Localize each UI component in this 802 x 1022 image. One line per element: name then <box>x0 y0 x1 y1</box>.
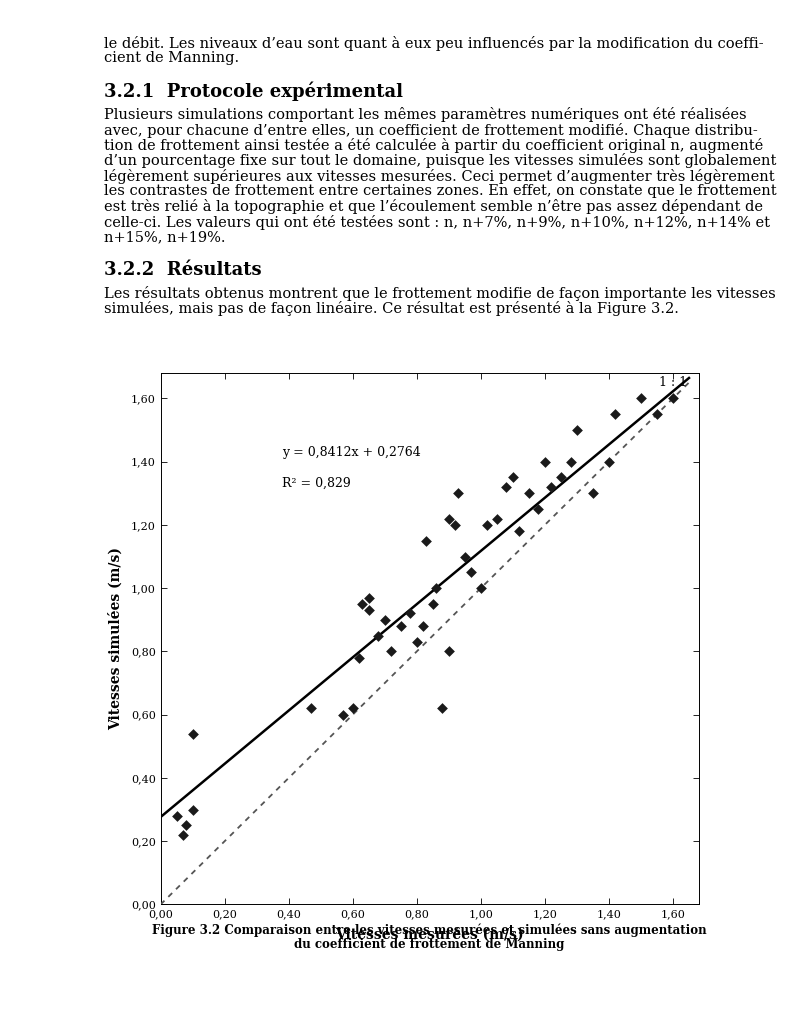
Point <box>410 634 423 650</box>
Text: n+15%, n+19%.: n+15%, n+19%. <box>104 230 225 244</box>
Point <box>355 596 368 612</box>
Point <box>563 454 576 470</box>
Point <box>512 523 525 540</box>
Point <box>634 390 646 407</box>
Point <box>362 590 375 606</box>
Point <box>346 700 358 716</box>
Point <box>426 596 439 612</box>
Point <box>650 406 662 422</box>
Point <box>442 510 455 526</box>
X-axis label: Vitesses mesurées (m/s): Vitesses mesurées (m/s) <box>335 928 523 942</box>
Point <box>458 549 471 565</box>
Text: légèrement supérieures aux vitesses mesurées. Ceci permet d’augmenter très légèr: légèrement supérieures aux vitesses mesu… <box>104 169 774 184</box>
Point <box>186 801 199 818</box>
Text: tion de frottement ainsi testée a été calculée à partir du coefficient original : tion de frottement ainsi testée a été ca… <box>104 138 763 153</box>
Point <box>176 827 189 843</box>
Text: Plusieurs simulations comportant les mêmes paramètres numériques ont été réalisé: Plusieurs simulations comportant les mêm… <box>104 107 746 123</box>
Point <box>362 602 375 618</box>
Text: R² = 0,829: R² = 0,829 <box>282 477 350 491</box>
Point <box>474 579 487 596</box>
Text: le débit. Les niveaux d’eau sont quant à eux peu influencés par la modification : le débit. Les niveaux d’eau sont quant à… <box>104 36 763 51</box>
Point <box>419 532 432 549</box>
Point <box>522 485 535 502</box>
Point <box>464 564 477 580</box>
Point <box>394 618 407 635</box>
Point <box>480 517 493 533</box>
Point <box>532 501 545 517</box>
Point <box>602 454 614 470</box>
Text: simulées, mais pas de façon linéaire. Ce résultat est présenté à la Figure 3.2.: simulées, mais pas de façon linéaire. Ce… <box>104 301 678 317</box>
Point <box>506 469 519 485</box>
Point <box>186 726 199 742</box>
Point <box>304 700 317 716</box>
Point <box>170 807 183 824</box>
Point <box>538 454 551 470</box>
Point <box>435 700 448 716</box>
Y-axis label: Vitesses simulées (m/s): Vitesses simulées (m/s) <box>108 547 123 731</box>
Point <box>569 422 582 438</box>
Point <box>608 406 621 422</box>
Point <box>452 485 464 502</box>
Point <box>384 643 397 659</box>
Text: Les résultats obtenus montrent que le frottement modifie de façon importante les: Les résultats obtenus montrent que le fr… <box>104 286 776 301</box>
Text: Figure 3.2 Comparaison entre les vitesses mesurées et simulées sans augmentation: Figure 3.2 Comparaison entre les vitesse… <box>152 924 706 937</box>
Point <box>180 818 192 834</box>
Point <box>403 605 416 621</box>
Text: 3.2.2  Résultats: 3.2.2 Résultats <box>104 261 261 279</box>
Text: 1 : 1: 1 : 1 <box>658 376 687 388</box>
Point <box>554 469 567 485</box>
Point <box>500 478 512 495</box>
Text: cient de Manning.: cient de Manning. <box>104 51 239 65</box>
Point <box>490 510 503 526</box>
Point <box>371 628 384 644</box>
Point <box>336 706 349 723</box>
Point <box>666 390 678 407</box>
Text: est très relié à la topographie et que l’écoulement semble n’être pas assez dépe: est très relié à la topographie et que l… <box>104 199 763 215</box>
Point <box>585 485 598 502</box>
Point <box>442 643 455 659</box>
Point <box>416 618 429 635</box>
Text: y = 0,8412x + 0,2764: y = 0,8412x + 0,2764 <box>282 446 420 459</box>
Point <box>545 478 557 495</box>
Text: d’un pourcentage fixe sur tout le domaine, puisque les vitesses simulées sont gl: d’un pourcentage fixe sur tout le domain… <box>104 153 776 169</box>
Point <box>352 650 365 666</box>
Text: les contrastes de frottement entre certaines zones. En effet, on constate que le: les contrastes de frottement entre certa… <box>104 184 776 198</box>
Text: 3.2.1  Protocole expérimental: 3.2.1 Protocole expérimental <box>104 82 403 101</box>
Point <box>378 611 391 628</box>
Point <box>448 517 461 533</box>
Text: celle-ci. Les valeurs qui ont été testées sont : n, n+7%, n+9%, n+10%, n+12%, n+: celle-ci. Les valeurs qui ont été testée… <box>104 215 769 230</box>
Text: avec, pour chacune d’entre elles, un coefficient de frottement modifié. Chaque d: avec, pour chacune d’entre elles, un coe… <box>104 123 757 138</box>
Text: du coefficient de frottement de Manning: du coefficient de frottement de Manning <box>294 938 564 951</box>
Point <box>429 579 442 596</box>
